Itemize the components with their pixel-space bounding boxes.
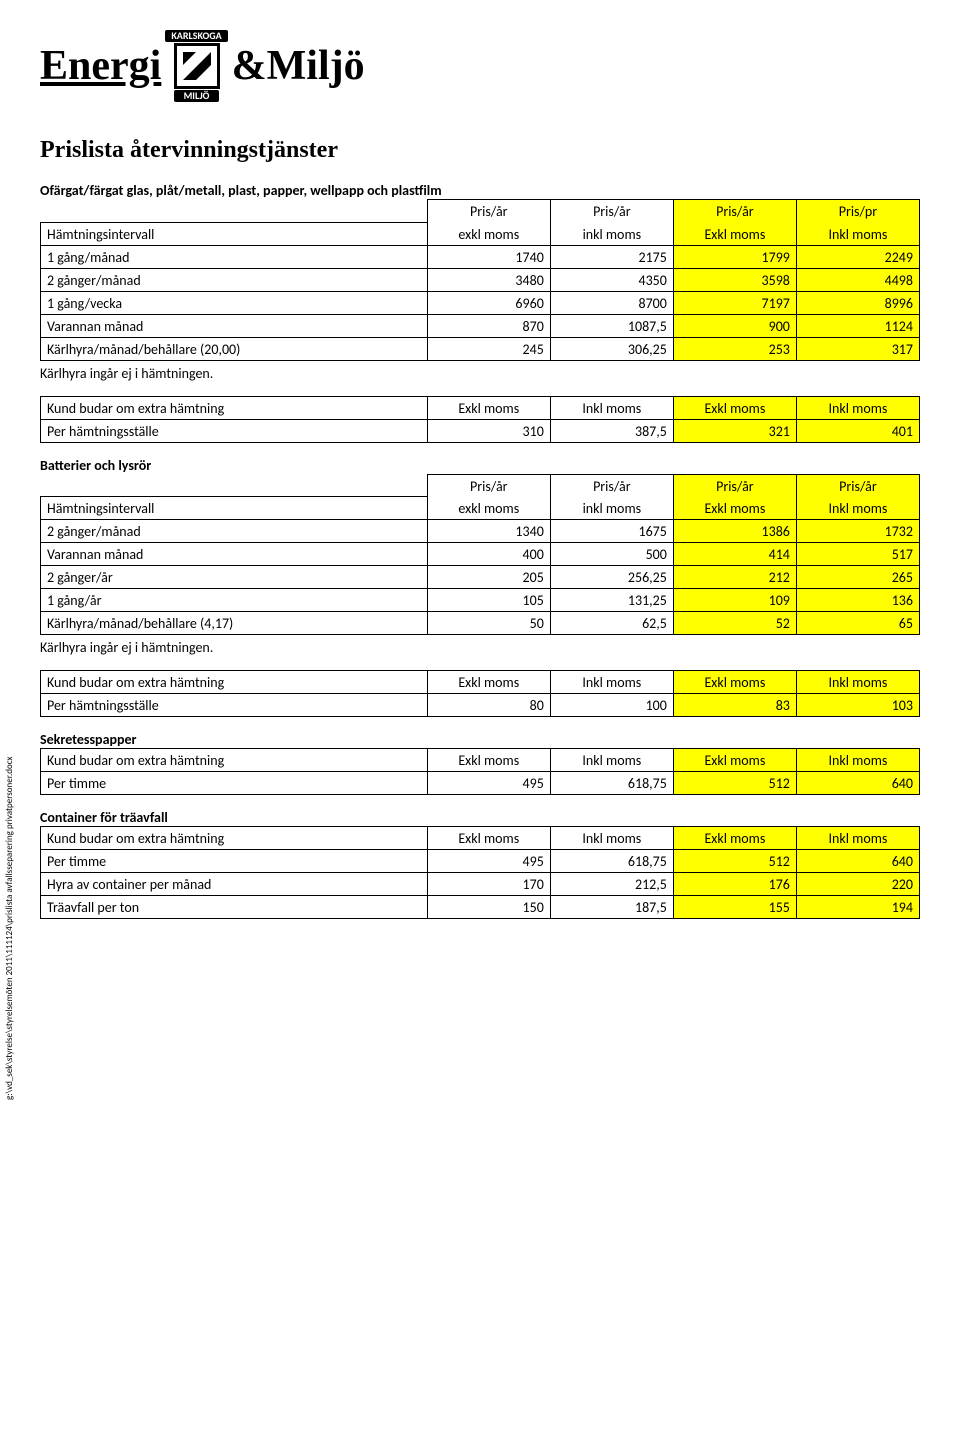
table-row: Per timme495618,75512640 — [41, 850, 920, 873]
table-row: Pris/år Pris/år Pris/år Pris/pr — [41, 200, 920, 223]
table-row: Per hämtningsställe 80 100 83 103 — [41, 694, 920, 717]
table-row: 2 gånger/år205256,25212265 — [41, 566, 920, 589]
table-row: Kärlhyra/månad/behållare (4,17)5062,5526… — [41, 612, 920, 635]
sec2-table: Pris/år Pris/år Pris/år Pris/år Hämtning… — [40, 474, 920, 636]
sec4-table: Kund budar om extra hämtning Exkl moms I… — [40, 826, 920, 919]
table-row: Varannan månad400500414517 — [41, 543, 920, 566]
sec2-note: Kärlhyra ingår ej i hämtningen. — [40, 639, 920, 656]
logo-bot-badge: MILJÖ — [174, 90, 220, 102]
side-filepath: g:\vd_sek\styrelse\styrelsemöten 2011\11… — [4, 757, 15, 1100]
sec3-heading: Sekretesspapper — [40, 731, 920, 748]
table-row: 2 gånger/månad3480435035984498 — [41, 268, 920, 291]
table-row: Hämtningsintervall exkl moms inkl moms E… — [41, 222, 920, 245]
table-row: 1 gång/år105131,25109136 — [41, 589, 920, 612]
sec1-note: Kärlhyra ingår ej i hämtningen. — [40, 365, 920, 382]
sec1-heading: Ofärgat/färgat glas, plåt/metall, plast,… — [40, 182, 920, 199]
sec4-heading: Container för träavfall — [40, 809, 920, 826]
page-title: Prislista återvinningstjänster — [40, 137, 920, 164]
table-row: Pris/år Pris/år Pris/år Pris/år — [41, 474, 920, 497]
table-row: Per timme495618,75512640 — [41, 772, 920, 795]
logo-center: KARLSKOGA MILJÖ — [165, 30, 227, 102]
table-row: 2 gånger/månad1340167513861732 — [41, 520, 920, 543]
table-row: Kund budar om extra hämtning Exkl moms I… — [41, 749, 920, 772]
table-row: Hyra av container per månad170212,517622… — [41, 873, 920, 896]
sec2-extra-table: Kund budar om extra hämtning Exkl moms I… — [40, 670, 920, 717]
table-row: Kund budar om extra hämtning Exkl moms I… — [41, 671, 920, 694]
logo-right: &Miljö — [232, 42, 365, 90]
table-row: Per hämtningsställe 310 387,5 321 401 — [41, 419, 920, 442]
table-row: 1 gång/vecka6960870071978996 — [41, 291, 920, 314]
table-row: Hämtningsintervall exkl moms inkl moms E… — [41, 497, 920, 520]
sec3-table: Kund budar om extra hämtning Exkl moms I… — [40, 748, 920, 795]
sec1-extra-table: Kund budar om extra hämtning Exkl moms I… — [40, 396, 920, 443]
table-row: Träavfall per ton150187,5155194 — [41, 896, 920, 919]
logo-top-badge: KARLSKOGA — [165, 30, 227, 42]
table-row: Kund budar om extra hämtning Exkl moms I… — [41, 396, 920, 419]
logo: Energi KARLSKOGA MILJÖ &Miljö — [40, 30, 920, 102]
table-row: Kärlhyra/månad/behållare (20,00)245306,2… — [41, 337, 920, 360]
table-row: Kund budar om extra hämtning Exkl moms I… — [41, 827, 920, 850]
logo-square — [174, 43, 220, 89]
sec1-table: Pris/år Pris/år Pris/år Pris/pr Hämtning… — [40, 199, 920, 361]
sec2-heading: Batterier och lysrör — [40, 457, 920, 474]
table-row: Varannan månad8701087,59001124 — [41, 314, 920, 337]
table-row: 1 gång/månad1740217517992249 — [41, 245, 920, 268]
logo-left: Energi — [40, 42, 161, 90]
